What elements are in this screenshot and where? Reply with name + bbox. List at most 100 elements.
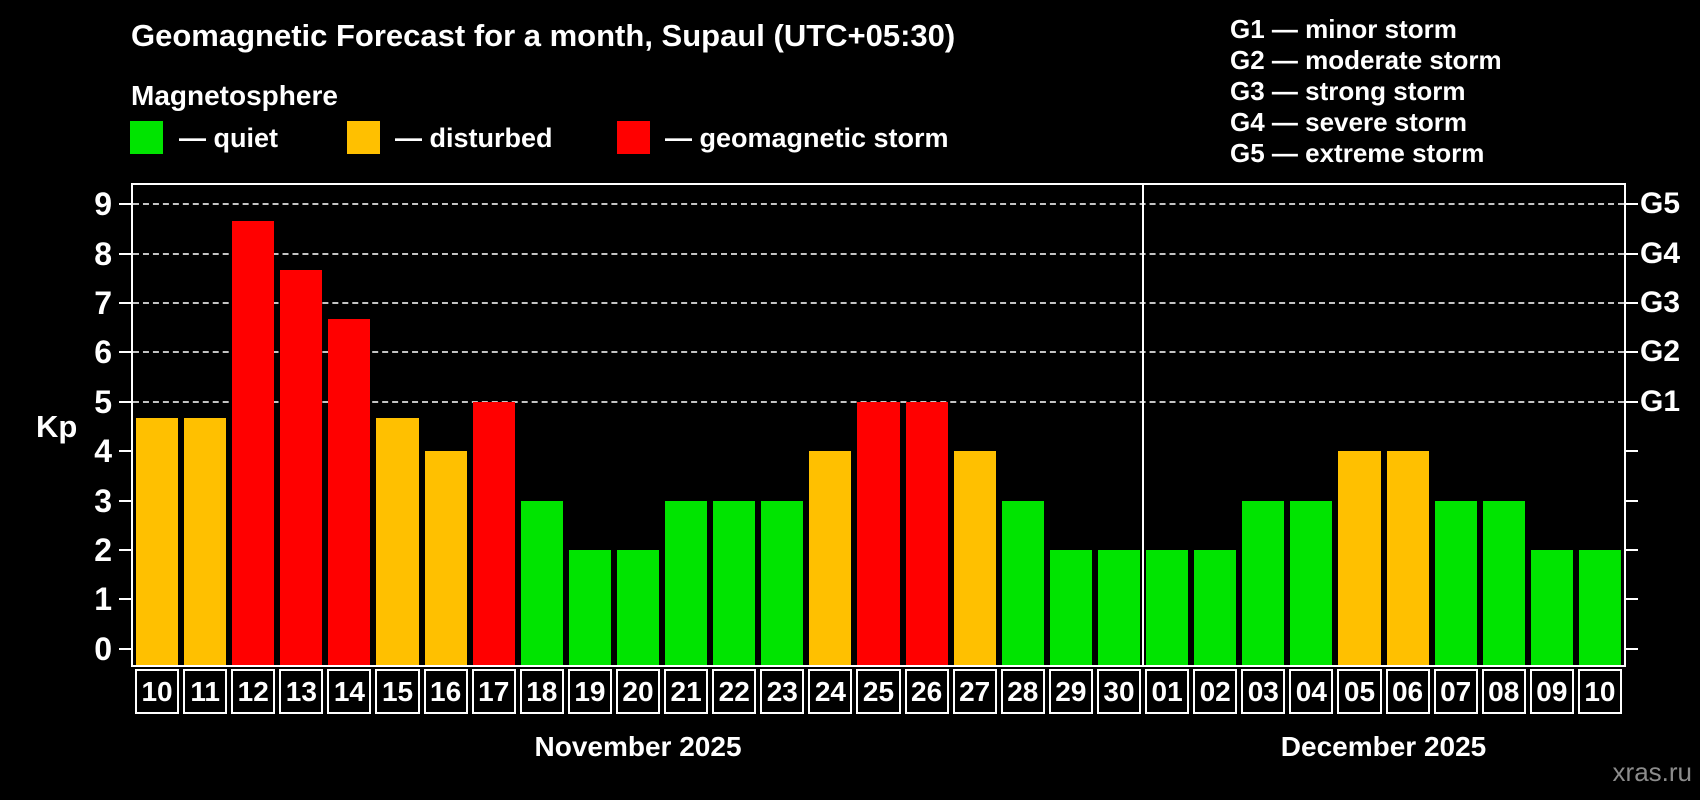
kp-bar-27-day-07 [1434, 500, 1477, 665]
kp-bar-19-day-29 [1049, 549, 1092, 665]
kp-bar-24-day-04 [1290, 500, 1333, 665]
ytick-label-9: 9 [94, 186, 112, 223]
ytick-label-1: 1 [94, 581, 112, 618]
kp-bar-3-day-13 [280, 269, 323, 665]
date-box-0-day-10: 10 [135, 669, 180, 714]
kp-bar-4-day-14 [328, 319, 371, 665]
month-label-0: November 2025 [534, 731, 742, 762]
ytick-label-3: 3 [94, 482, 112, 519]
kp-bar-18-day-28 [1001, 500, 1044, 665]
date-box-8-day-18: 18 [519, 669, 564, 714]
left-tick-1 [119, 598, 131, 601]
left-tick-5 [119, 400, 131, 403]
date-box-24-day-04: 04 [1289, 669, 1334, 714]
kp-bar-2-day-12 [232, 220, 275, 665]
date-box-7-day-17: 17 [471, 669, 516, 714]
date-box-26-day-06: 06 [1385, 669, 1430, 714]
right-tick-7 [1626, 302, 1638, 305]
ytick-label-2: 2 [94, 531, 112, 568]
date-box-14-day-24: 24 [808, 669, 853, 714]
left-tick-8 [119, 252, 131, 255]
kp-bar-11-day-21 [665, 500, 708, 665]
plot-area [131, 183, 1626, 667]
g2-legend-row: G2 — moderate storm [1230, 45, 1502, 75]
kp-bar-1-day-11 [184, 418, 227, 665]
g-level-label-G5: G5 [1640, 187, 1681, 221]
month-label-1: December 2025 [1280, 731, 1487, 762]
gridline-kp-8 [133, 252, 1624, 255]
kp-bar-30-day-10 [1578, 549, 1621, 665]
date-box-21-day-01: 01 [1145, 669, 1190, 714]
magnetosphere-subtitle: Magnetosphere [131, 80, 338, 111]
g-level-label-G4: G4 [1640, 236, 1681, 270]
kp-bar-9-day-19 [568, 549, 611, 665]
date-box-17-day-27: 27 [952, 669, 997, 714]
month-separator [1142, 185, 1145, 665]
kp-bar-21-day-01 [1146, 549, 1189, 665]
right-tick-6 [1626, 351, 1638, 354]
date-box-11-day-21: 21 [664, 669, 709, 714]
g-scale-legend: G1 — minor storm G2 — moderate storm G3 … [1230, 14, 1502, 169]
date-box-29-day-09: 09 [1529, 669, 1574, 714]
kp-bar-28-day-08 [1482, 500, 1525, 665]
date-box-27-day-07: 07 [1433, 669, 1478, 714]
left-tick-6 [119, 351, 131, 354]
date-box-18-day-28: 28 [1000, 669, 1045, 714]
date-box-6-day-16: 16 [423, 669, 468, 714]
storm-legend-label: — geomagnetic storm [665, 123, 949, 153]
g-level-label-G3: G3 [1640, 286, 1681, 320]
date-box-25-day-05: 05 [1337, 669, 1382, 714]
date-box-15-day-25: 25 [856, 669, 901, 714]
kp-bar-20-day-30 [1097, 549, 1141, 665]
kp-bar-8-day-18 [520, 500, 563, 665]
kp-bar-7-day-17 [472, 401, 515, 665]
ytick-label-0: 0 [94, 630, 112, 667]
date-box-16-day-26: 26 [904, 669, 949, 714]
right-tick-0 [1626, 647, 1638, 650]
kp-bar-14-day-24 [809, 451, 852, 665]
date-box-10-day-20: 20 [615, 669, 661, 714]
date-box-30-day-10: 10 [1577, 669, 1622, 714]
date-box-4-day-14: 14 [327, 669, 372, 714]
gridline-kp-9 [133, 203, 1624, 206]
right-tick-5 [1626, 400, 1638, 403]
kp-bar-22-day-02 [1194, 549, 1237, 665]
left-tick-9 [119, 203, 131, 206]
kp-bar-15-day-25 [857, 401, 900, 665]
left-tick-4 [119, 450, 131, 453]
kp-axis-label: Kp [36, 409, 78, 444]
g-level-label-G2: G2 [1640, 335, 1681, 369]
date-box-1-day-11: 11 [183, 669, 228, 714]
right-tick-2 [1626, 548, 1638, 551]
kp-bar-26-day-06 [1386, 451, 1429, 665]
left-tick-2 [119, 548, 131, 551]
left-tick-7 [119, 302, 131, 305]
kp-bar-12-day-22 [713, 500, 756, 665]
g1-legend-row: G1 — minor storm [1230, 14, 1457, 44]
kp-bar-5-day-15 [376, 418, 419, 665]
date-box-23-day-03: 03 [1241, 669, 1286, 714]
g4-legend-row: G4 — severe storm [1230, 107, 1468, 137]
disturbed-legend-label: — disturbed [395, 123, 553, 153]
date-box-3-day-13: 13 [279, 669, 324, 714]
kp-bar-23-day-03 [1242, 500, 1285, 665]
kp-bar-0-day-10 [136, 418, 179, 665]
date-box-19-day-29: 29 [1048, 669, 1093, 714]
ytick-label-5: 5 [94, 383, 112, 420]
right-tick-9 [1626, 203, 1638, 206]
kp-bar-29-day-09 [1530, 549, 1573, 665]
quiet-legend-label: — quiet [179, 123, 278, 153]
kp-bar-17-day-27 [953, 451, 996, 665]
ytick-label-7: 7 [94, 285, 112, 322]
ytick-label-8: 8 [94, 235, 112, 272]
kp-bar-6-day-16 [424, 451, 467, 665]
date-box-22-day-02: 02 [1193, 669, 1238, 714]
right-tick-4 [1626, 450, 1638, 453]
date-box-5-day-15: 15 [375, 669, 420, 714]
ytick-label-6: 6 [94, 334, 112, 371]
date-box-12-day-22: 22 [712, 669, 757, 714]
g5-legend-row: G5 — extreme storm [1230, 138, 1485, 168]
date-box-28-day-08: 08 [1481, 669, 1526, 714]
date-box-2-day-12: 12 [231, 669, 276, 714]
